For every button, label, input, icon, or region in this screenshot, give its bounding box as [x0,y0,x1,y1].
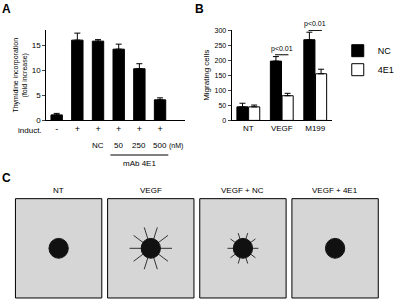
svg-text:VEGF: VEGF [140,186,162,195]
svg-text:50: 50 [218,102,226,109]
svg-text:150: 150 [215,72,227,79]
svg-text:NT: NT [243,124,254,133]
svg-text:300: 300 [215,27,227,34]
svg-text:50: 50 [114,141,123,150]
svg-text:+: + [75,124,80,134]
svg-text:NT: NT [53,186,64,195]
svg-text:p<0.01: p<0.01 [271,45,293,53]
svg-text:4E1: 4E1 [378,65,394,75]
svg-text:NC: NC [92,141,104,150]
svg-text:VEGF + NC: VEGF + NC [221,186,264,195]
svg-text:induct.: induct. [18,126,42,135]
svg-text:250: 250 [215,42,227,49]
svg-text:p<0.01: p<0.01 [304,20,326,28]
svg-text:VEGF + 4E1: VEGF + 4E1 [312,186,358,195]
svg-text:250: 250 [132,141,146,150]
svg-text:Migrating cells: Migrating cells [202,50,211,101]
svg-text:Thymidine incorporation(fold i: Thymidine incorporation(fold increase) [12,38,29,113]
svg-text:200: 200 [215,57,227,64]
svg-text:A: A [2,2,11,16]
svg-text:(nM): (nM) [169,142,183,150]
svg-text:+: + [116,124,121,134]
svg-text:0: 0 [222,117,226,124]
svg-text:5: 5 [36,91,41,100]
svg-text:B: B [195,2,204,16]
svg-text:10: 10 [32,66,41,75]
svg-text:C: C [2,171,11,185]
svg-text:0: 0 [36,116,41,125]
svg-text:15: 15 [32,41,41,50]
svg-text:mAb 4E1: mAb 4E1 [123,159,156,168]
svg-text:+: + [95,124,100,134]
svg-text:NC: NC [378,46,391,56]
svg-text:M199: M199 [305,124,326,133]
svg-text:100: 100 [215,87,227,94]
svg-text:+: + [157,124,162,134]
svg-text:500: 500 [153,141,167,150]
svg-text:+: + [137,124,142,134]
svg-text:VEGF: VEGF [271,124,293,133]
svg-text:-: - [55,124,58,134]
